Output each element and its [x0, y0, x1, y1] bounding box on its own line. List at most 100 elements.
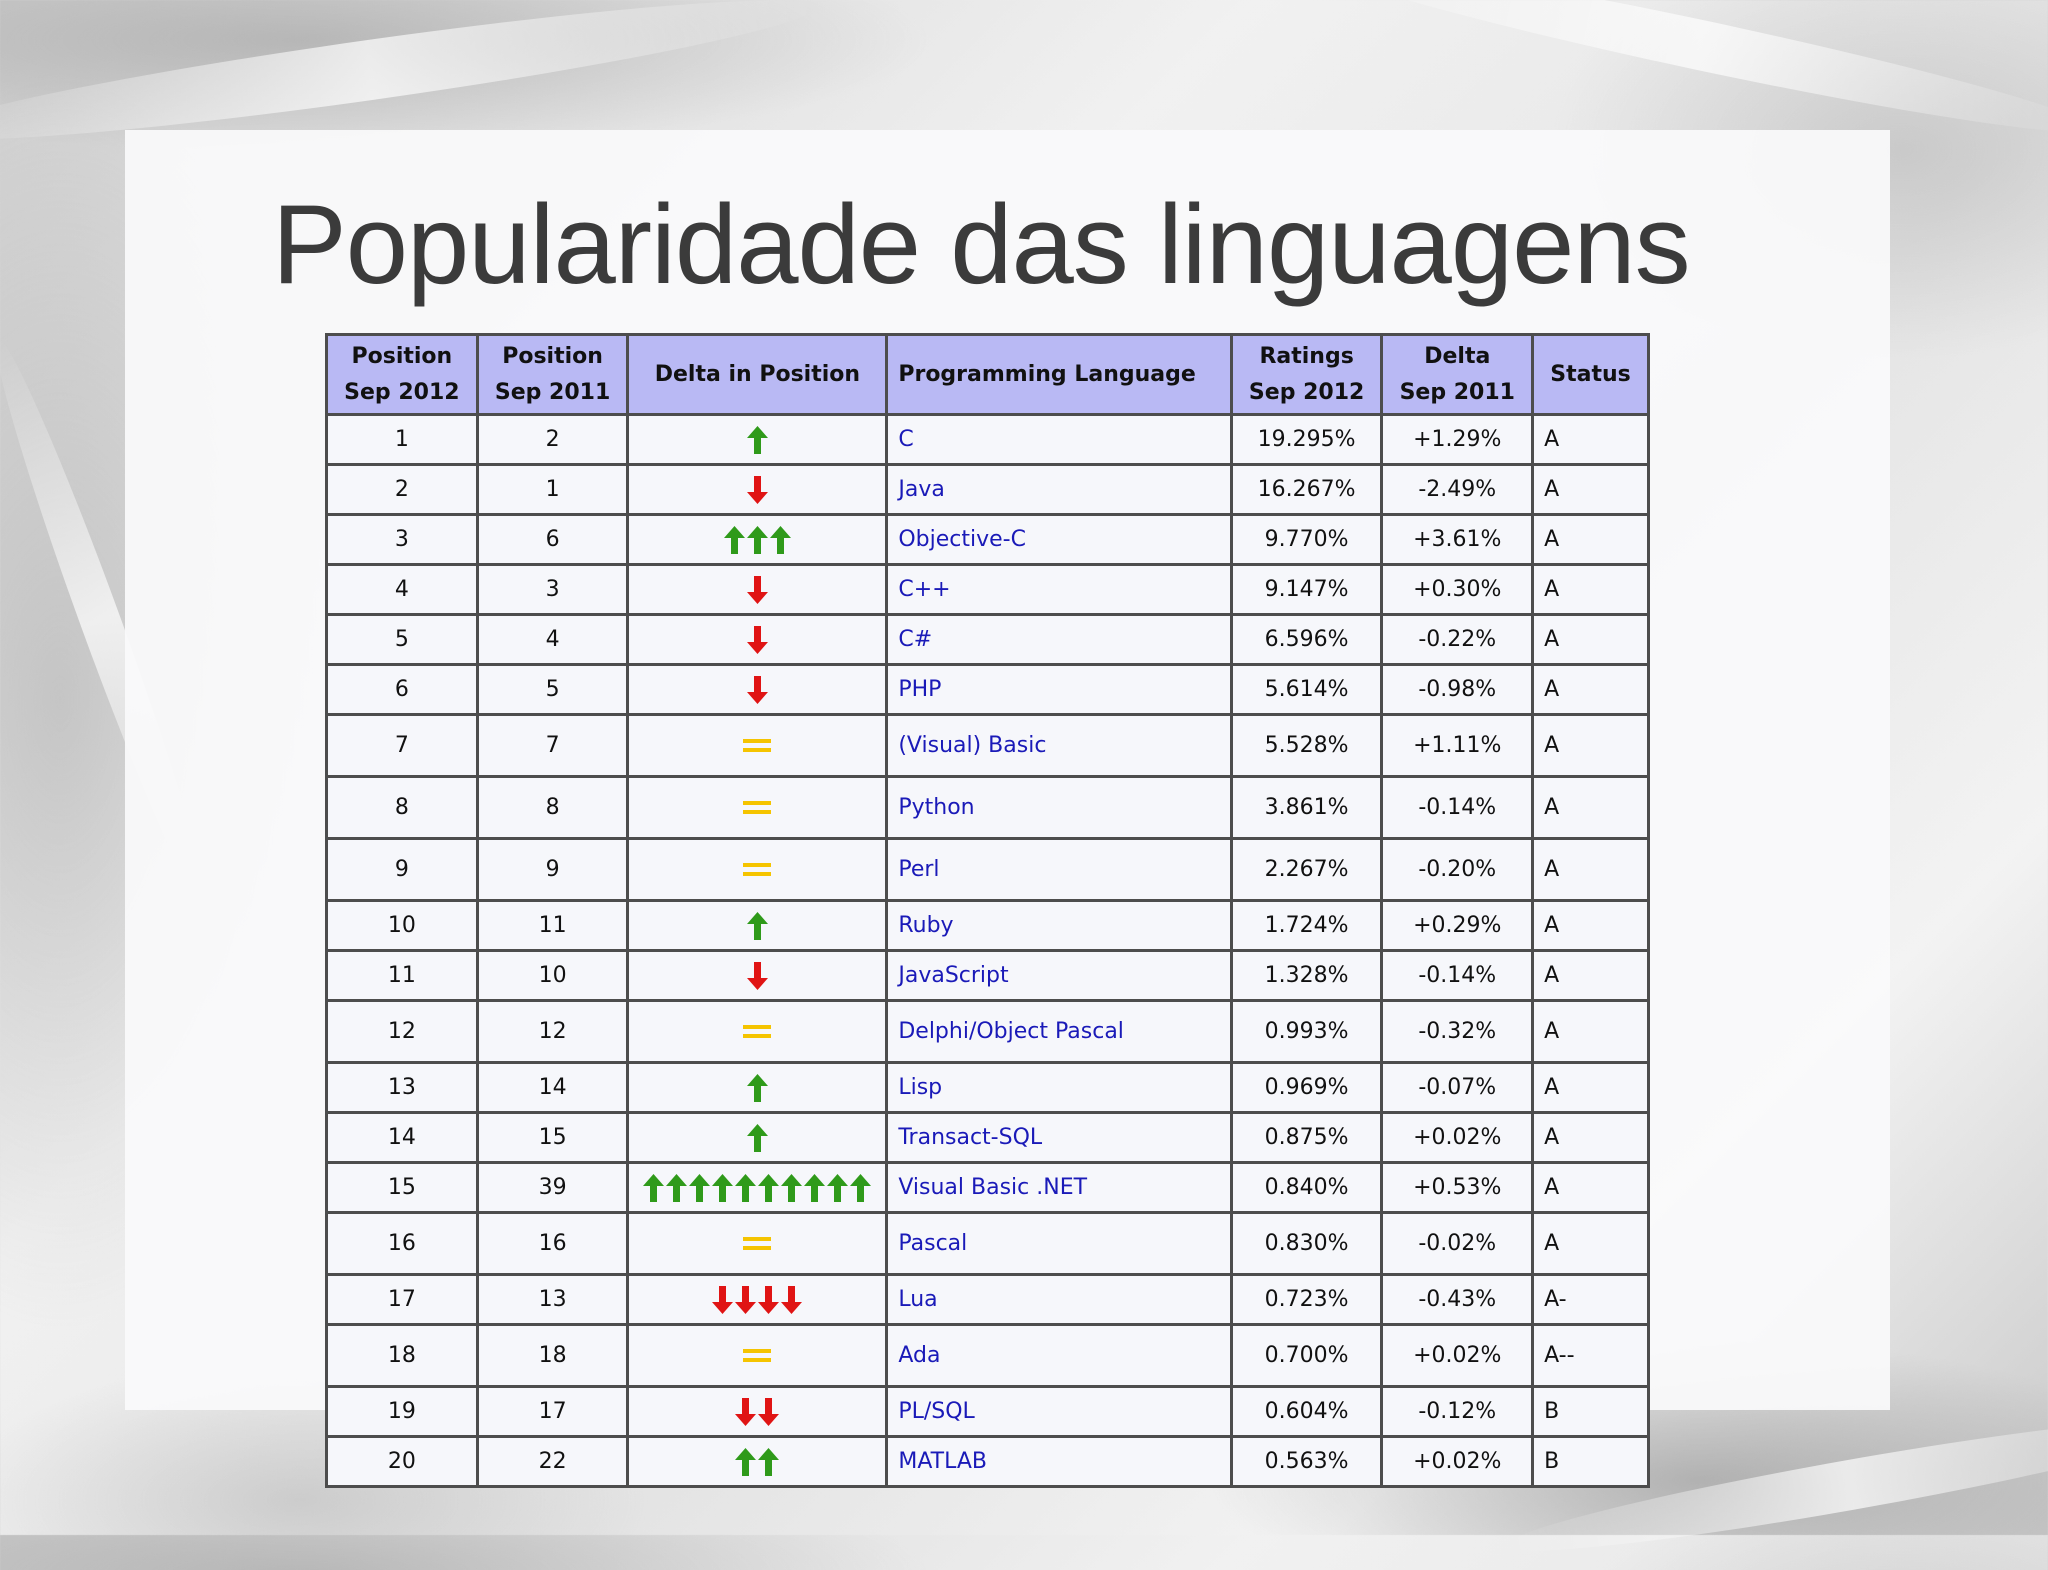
language-link[interactable]: C++: [898, 577, 951, 602]
delta-position-cell: [626, 949, 889, 1002]
delta-cell: -0.07%: [1380, 1061, 1535, 1114]
language-link[interactable]: PL/SQL: [898, 1399, 975, 1424]
language-link[interactable]: Visual Basic .NET: [898, 1175, 1088, 1200]
language-cell: Ada: [885, 1323, 1233, 1388]
delta-position-cell: [626, 1211, 889, 1276]
rating-cell: 6.596%: [1229, 613, 1384, 666]
header-status: Status: [1531, 333, 1650, 416]
language-link[interactable]: Transact-SQL: [898, 1125, 1043, 1150]
trend-indicator: [743, 863, 772, 877]
table-row: 8 8 Python 3.861% -0.14% A: [325, 775, 1650, 840]
language-link[interactable]: Perl: [898, 857, 940, 882]
table-row: 1 2 C 19.295% +1.29% A: [325, 413, 1650, 466]
delta-position-cell: [626, 713, 889, 778]
rating-cell: 5.528%: [1229, 713, 1384, 778]
language-link[interactable]: Lisp: [898, 1075, 943, 1100]
language-cell: Transact-SQL: [885, 1111, 1233, 1164]
position-2011-cell: 16: [475, 1211, 630, 1276]
language-cell: Delphi/Object Pascal: [885, 999, 1233, 1064]
delta-cell: -2.49%: [1380, 463, 1535, 516]
language-cell: (Visual) Basic: [885, 713, 1233, 778]
language-link[interactable]: PHP: [898, 677, 942, 702]
header-line: Sep 2012: [1248, 379, 1365, 405]
language-cell: C#: [885, 613, 1233, 666]
delta-cell: -0.02%: [1380, 1211, 1535, 1276]
language-link[interactable]: C: [898, 427, 914, 452]
trend-indicator: [746, 1123, 768, 1152]
language-link[interactable]: JavaScript: [898, 963, 1009, 988]
language-link[interactable]: Lua: [898, 1287, 938, 1312]
header-line: Sep 2011: [1399, 379, 1515, 405]
position-2012-cell: 3: [325, 513, 479, 566]
position-2011-cell: 15: [475, 1111, 630, 1164]
delta-position-cell: [626, 1323, 889, 1388]
language-link[interactable]: Delphi/Object Pascal: [898, 1019, 1124, 1044]
arrow-down-icon: [781, 1285, 803, 1314]
position-2011-cell: 3: [475, 563, 630, 616]
rating-cell: 0.700%: [1229, 1323, 1384, 1388]
position-2012-cell: 7: [325, 713, 479, 778]
rating-cell: 19.295%: [1229, 413, 1384, 466]
header-line: Delta: [1424, 343, 1491, 369]
language-link[interactable]: Pascal: [898, 1231, 968, 1256]
delta-position-cell: [626, 775, 889, 840]
header-position-2011: Position Sep 2011: [475, 333, 630, 416]
arrow-up-icon: [746, 911, 768, 940]
language-link[interactable]: Ada: [898, 1343, 941, 1368]
status-cell: A: [1531, 413, 1650, 466]
arrow-up-icon: [827, 1173, 849, 1202]
trend-indicator: [743, 801, 772, 815]
status-cell: A: [1531, 775, 1650, 840]
status-cell: A: [1531, 837, 1650, 902]
position-2011-cell: 17: [475, 1385, 630, 1438]
table-row: 7 7 (Visual) Basic 5.528% +1.11% A: [325, 713, 1650, 778]
language-cell: MATLAB: [885, 1435, 1233, 1488]
position-2012-cell: 8: [325, 775, 479, 840]
language-link[interactable]: MATLAB: [898, 1449, 988, 1474]
delta-cell: +0.02%: [1380, 1435, 1535, 1488]
language-link[interactable]: (Visual) Basic: [898, 733, 1047, 758]
language-link[interactable]: Python: [898, 795, 975, 820]
rating-cell: 0.840%: [1229, 1161, 1384, 1214]
delta-cell: -0.43%: [1380, 1273, 1535, 1326]
delta-cell: +0.53%: [1380, 1161, 1535, 1214]
position-2012-cell: 12: [325, 999, 479, 1064]
position-2012-cell: 10: [325, 899, 479, 952]
language-cell: C++: [885, 563, 1233, 616]
language-link[interactable]: Ruby: [898, 913, 954, 938]
rating-cell: 16.267%: [1229, 463, 1384, 516]
language-link[interactable]: C#: [898, 627, 933, 652]
delta-cell: +3.61%: [1380, 513, 1535, 566]
position-2011-cell: 1: [475, 463, 630, 516]
delta-position-cell: [626, 413, 889, 466]
delta-cell: +1.29%: [1380, 413, 1535, 466]
status-cell: A: [1531, 613, 1650, 666]
delta-cell: +0.29%: [1380, 899, 1535, 952]
table-header-row: Position Sep 2012 Position Sep 2011 Delt…: [325, 333, 1650, 416]
position-2012-cell: 11: [325, 949, 479, 1002]
header-line: Sep 2011: [494, 379, 611, 405]
rating-cell: 2.267%: [1229, 837, 1384, 902]
header-delta: Delta Sep 2011: [1380, 333, 1535, 416]
position-2012-cell: 9: [325, 837, 479, 902]
arrow-down-icon: [746, 625, 768, 654]
arrow-up-icon: [643, 1173, 665, 1202]
language-link[interactable]: Objective-C: [898, 527, 1026, 552]
table-row: 5 4 C# 6.596% -0.22% A: [325, 613, 1650, 666]
arrow-down-icon: [758, 1397, 780, 1426]
equal-icon: [743, 1349, 772, 1362]
status-cell: A: [1531, 1061, 1650, 1114]
position-2011-cell: 2: [475, 413, 630, 466]
language-link[interactable]: Java: [898, 477, 945, 502]
status-cell: B: [1531, 1385, 1650, 1438]
delta-position-cell: [626, 513, 889, 566]
delta-cell: +1.11%: [1380, 713, 1535, 778]
rating-cell: 0.993%: [1229, 999, 1384, 1064]
position-2012-cell: 4: [325, 563, 479, 616]
delta-cell: -0.14%: [1380, 949, 1535, 1002]
trend-indicator: [746, 425, 768, 454]
delta-cell: -0.32%: [1380, 999, 1535, 1064]
position-2011-cell: 10: [475, 949, 630, 1002]
delta-position-cell: [626, 1111, 889, 1164]
trend-indicator: [743, 1349, 772, 1363]
